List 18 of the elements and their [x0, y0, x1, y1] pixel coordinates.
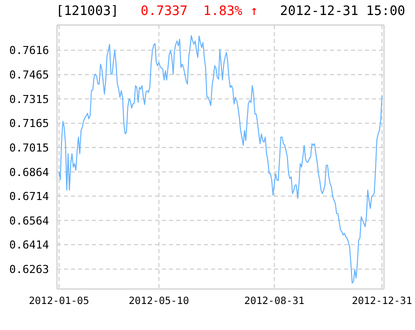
x-tick-label: 2012-08-31: [244, 296, 304, 308]
y-tick-label: 0.7015: [9, 141, 49, 154]
y-tick-label: 0.7315: [9, 92, 49, 106]
y-tick-label: 0.6864: [9, 166, 50, 179]
text: 2012-12-31 15:00: [280, 4, 406, 19]
y-tick-label: 0.7165: [9, 117, 49, 130]
x-tick-label: 2012-12-31: [352, 296, 412, 308]
chart-subtitle: 0.7337 1.83% ↑: [140, 4, 258, 19]
x-tick-label: 2012-01-05: [28, 296, 90, 308]
y-tick-label: 0.6714: [9, 190, 50, 204]
y-tick-label: 0.6414: [9, 238, 50, 252]
x-tick-label: 2012-05-10: [128, 296, 189, 308]
y-tick-label: 0.7465: [9, 68, 49, 82]
y-tick-label: 0.6564: [9, 214, 50, 228]
y-tick-label: 0.7616: [9, 44, 49, 58]
y-tick-label: 0.6263: [9, 263, 49, 276]
chart-title: [121003]: [56, 4, 119, 19]
line-series: [58, 35, 382, 284]
